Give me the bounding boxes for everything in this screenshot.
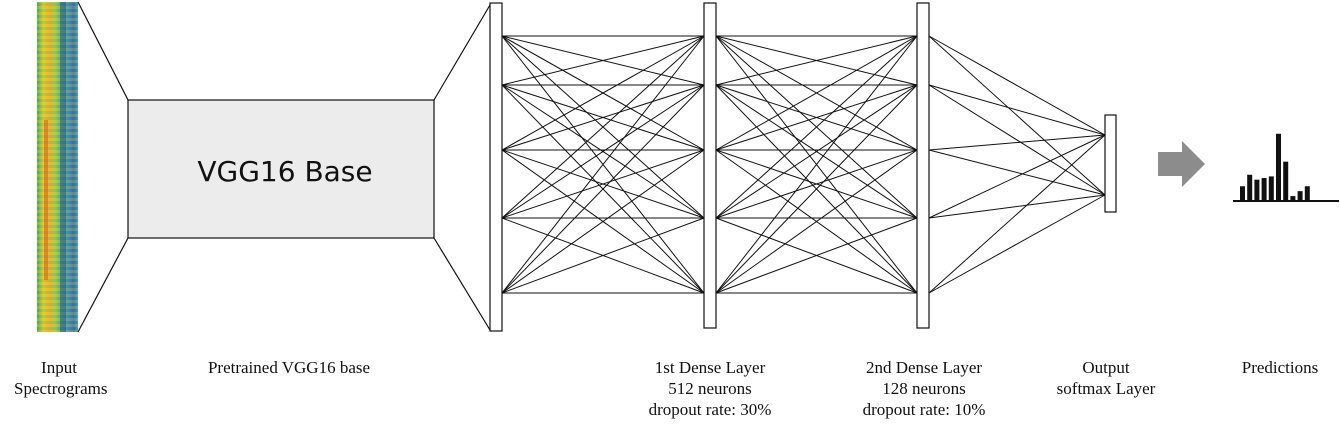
label-dense1-dropout: dropout rate: 30%	[648, 400, 772, 419]
connection-line	[928, 84, 1106, 136]
input-spectrogram	[37, 2, 78, 332]
prediction-bar	[1268, 176, 1274, 201]
prediction-bar	[1254, 179, 1260, 201]
connection-line	[928, 194, 1106, 294]
predictions-chart	[1240, 133, 1310, 201]
connection-line	[501, 84, 705, 219]
connection-line	[715, 35, 918, 294]
projection-lines-input	[77, 1, 129, 333]
connection-line	[928, 84, 1106, 196]
output-layer-bar	[1104, 114, 1117, 213]
connection-line	[715, 84, 918, 294]
connection-line	[715, 35, 918, 151]
vgg16-base-block	[127, 99, 435, 239]
prediction-bar	[1261, 178, 1267, 201]
connection-line	[928, 149, 1106, 196]
prediction-bar	[1297, 191, 1303, 201]
connection-line	[715, 35, 918, 86]
connection-line	[715, 217, 918, 294]
label-input-line1: Input	[41, 358, 77, 377]
label-dense1-title: 1st Dense Layer	[654, 358, 766, 377]
label-pretrained: Pretrained VGG16 base	[184, 357, 394, 378]
connection-line	[928, 35, 1106, 196]
connection-line	[928, 134, 1106, 294]
projection-lines-vgg	[433, 4, 491, 331]
label-predictions-text: Predictions	[1241, 358, 1319, 377]
connection-line	[501, 35, 705, 294]
label-input-line2: Spectrograms	[14, 379, 108, 398]
connection-line	[501, 217, 705, 294]
arrow-icon	[1158, 141, 1205, 187]
flatten-layer-bar	[489, 2, 503, 332]
label-output-line1: Output	[1082, 358, 1130, 377]
label-dense2: 2nd Dense Layer 128 neurons dropout rate…	[829, 357, 1019, 420]
connection-line	[715, 149, 918, 294]
connection-line	[501, 149, 705, 294]
connection-line	[715, 84, 918, 151]
connection-line	[501, 35, 705, 219]
label-output: Output softmax Layer	[1046, 357, 1166, 399]
prediction-bar	[1240, 186, 1245, 201]
label-dense2-dropout: dropout rate: 10%	[862, 400, 986, 419]
label-predictions: Predictions	[1222, 357, 1338, 378]
dense-layer-2-bar	[916, 2, 930, 329]
connection-line	[501, 84, 705, 294]
connection-line	[715, 35, 918, 219]
connection-line	[928, 134, 1106, 219]
label-dense1-neurons: 512 neurons	[668, 379, 752, 398]
vgg16-base-title: VGG16 Base	[197, 155, 372, 188]
prediction-bar	[1247, 174, 1253, 201]
label-pretrained-text: Pretrained VGG16 base	[207, 358, 371, 377]
prediction-bar	[1290, 196, 1296, 201]
label-dense2-title: 2nd Dense Layer	[865, 358, 983, 377]
label-dense2-neurons: 128 neurons	[882, 379, 966, 398]
connection-lines	[501, 35, 1106, 294]
connection-line	[501, 149, 705, 219]
prediction-bar	[1304, 186, 1310, 201]
connection-line	[928, 194, 1106, 219]
connection-line	[501, 84, 705, 151]
label-output-line2: softmax Layer	[1056, 379, 1156, 398]
prediction-bar	[1276, 133, 1281, 201]
connection-line	[715, 149, 918, 219]
connection-line	[928, 35, 1106, 136]
label-dense1: 1st Dense Layer 512 neurons dropout rate…	[615, 357, 805, 420]
connection-line	[501, 35, 705, 151]
connection-line	[501, 35, 705, 86]
prediction-bar	[1283, 161, 1289, 201]
dense-layer-1-bar	[703, 2, 717, 329]
connection-line	[715, 84, 918, 219]
label-input: Input Spectrograms	[14, 357, 108, 399]
connection-line	[928, 134, 1106, 151]
